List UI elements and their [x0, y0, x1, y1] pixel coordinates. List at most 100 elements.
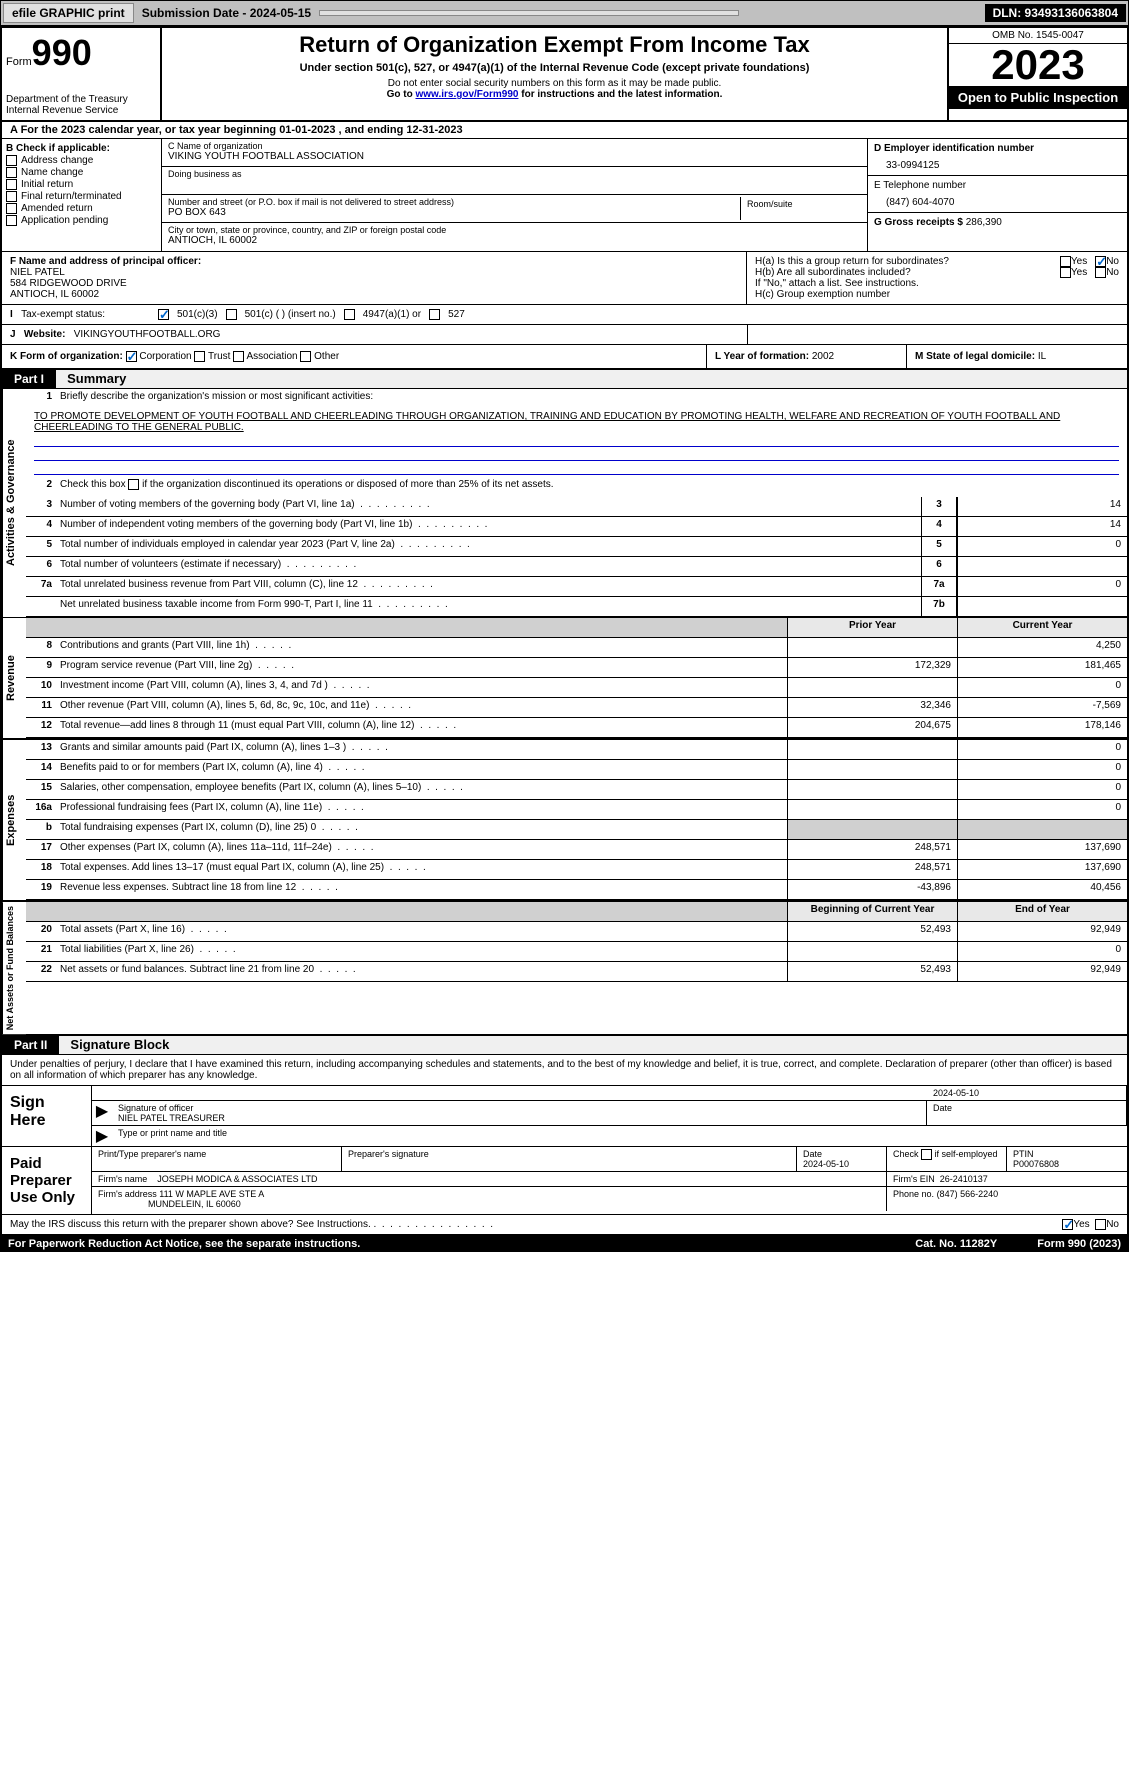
yes-checkbox[interactable]: [1060, 256, 1071, 267]
corp-checkbox[interactable]: [126, 351, 137, 362]
self-emp-checkbox[interactable]: [921, 1149, 932, 1160]
dba-label: Doing business as: [168, 169, 861, 179]
no-label: No: [1106, 1219, 1119, 1230]
501c-checkbox[interactable]: [226, 309, 237, 320]
check-final-return[interactable]: Final return/terminated: [6, 191, 157, 202]
sign-here-label: Sign Here: [2, 1086, 92, 1146]
line-text: Number of independent voting members of …: [56, 517, 921, 536]
checkbox-icon[interactable]: [6, 203, 17, 214]
shaded-cell: [56, 902, 787, 921]
prior-value: 172,329: [787, 658, 957, 677]
h-a-row: H(a) Is this a group return for subordin…: [755, 256, 1119, 267]
check-name-change[interactable]: Name change: [6, 167, 157, 178]
efile-button[interactable]: efile GRAPHIC print: [3, 3, 134, 23]
summary-row: 16a Professional fundraising fees (Part …: [26, 800, 1127, 820]
section-k: K Form of organization: Corporation Trus…: [2, 345, 707, 368]
form-header: Form990 Department of the Treasury Inter…: [2, 28, 1127, 122]
check-app-pending[interactable]: Application pending: [6, 215, 157, 226]
checkbox-icon[interactable]: [6, 167, 17, 178]
addr-label: Number and street (or P.O. box if mail i…: [168, 197, 740, 207]
4947-checkbox[interactable]: [344, 309, 355, 320]
check-amended-return[interactable]: Amended return: [6, 203, 157, 214]
form-number-footer: Form 990 (2023): [1037, 1238, 1121, 1250]
section-b-checks: B Check if applicable: Address change Na…: [2, 139, 162, 251]
open-public-badge: Open to Public Inspection: [949, 86, 1127, 109]
status-i-label: Tax-exempt status:: [21, 309, 105, 320]
current-value: 40,456: [957, 880, 1127, 899]
officer-addr2: ANTIOCH, IL 60002: [10, 289, 738, 300]
phone-value: (847) 604-4070: [874, 191, 1121, 208]
check-b-label: B Check if applicable:: [6, 143, 157, 154]
firm-name-value: JOSEPH MODICA & ASSOCIATES LTD: [157, 1174, 317, 1184]
officer-label: F Name and address of principal officer:: [10, 256, 738, 267]
discuss-row: May the IRS discuss this return with the…: [2, 1215, 1127, 1234]
checkbox-icon[interactable]: [6, 179, 17, 190]
4947-label: 4947(a)(1) or: [363, 309, 421, 320]
current-value: 0: [957, 800, 1127, 819]
form-subtitle: Under section 501(c), 527, or 4947(a)(1)…: [170, 62, 939, 74]
gross-cell: G Gross receipts $ 286,390: [868, 213, 1127, 232]
part2-header-row: Part II Signature Block: [2, 1036, 1127, 1055]
other-checkbox[interactable]: [300, 351, 311, 362]
current-value: 137,690: [957, 860, 1127, 879]
summary-row: 5 Total number of individuals employed i…: [26, 537, 1127, 557]
check-label: Application pending: [21, 215, 108, 226]
trust-checkbox[interactable]: [194, 351, 205, 362]
city-value: ANTIOCH, IL 60002: [168, 235, 861, 246]
section-a-period: A For the 2023 calendar year, or tax yea…: [2, 122, 1127, 139]
check-initial-return[interactable]: Initial return: [6, 179, 157, 190]
ein-value: 33-0994125: [874, 154, 1121, 171]
line-text: Net assets or fund balances. Subtract li…: [56, 962, 787, 981]
discuss-no-checkbox[interactable]: [1095, 1219, 1106, 1230]
checkbox-icon[interactable]: [6, 155, 17, 166]
501c3-checkbox[interactable]: [158, 309, 169, 320]
current-value: 92,949: [957, 922, 1127, 941]
checkbox-icon[interactable]: [6, 215, 17, 226]
sig-date-top: 2024-05-10: [92, 1086, 1127, 1101]
line-text: Other revenue (Part VIII, column (A), li…: [56, 698, 787, 717]
section-j-website: J Website: VIKINGYOUTHFOOTBALL.ORG: [2, 325, 747, 344]
current-value: -7,569: [957, 698, 1127, 717]
mission-value: TO PROMOTE DEVELOPMENT OF YOUTH FOOTBALL…: [34, 411, 1119, 433]
prior-value: 32,346: [787, 698, 957, 717]
line2-text: Check this box if the organization disco…: [56, 477, 1127, 497]
line-text: Total assets (Part X, line 16) . . . . .: [56, 922, 787, 941]
summary-row: 22 Net assets or fund balances. Subtract…: [26, 962, 1127, 982]
discontinued-checkbox[interactable]: [128, 479, 139, 490]
sign-here-row: Sign Here 2024-05-10 ▶ Signature of offi…: [2, 1086, 1127, 1147]
line-text: Grants and similar amounts paid (Part IX…: [56, 740, 787, 759]
prior-value: [787, 800, 957, 819]
line-ref: 7a: [921, 577, 957, 596]
assoc-checkbox[interactable]: [233, 351, 244, 362]
ptin-label: PTIN: [1013, 1149, 1034, 1159]
prep-date-val: 2024-05-10: [803, 1159, 849, 1169]
irs-link[interactable]: www.irs.gov/Form990: [415, 89, 518, 100]
line-text: Revenue less expenses. Subtract line 18 …: [56, 880, 787, 899]
summary-row: Net unrelated business taxable income fr…: [26, 597, 1127, 617]
summary-row: 4 Number of independent voting members o…: [26, 517, 1127, 537]
form-label: Form: [6, 56, 32, 68]
summary-row: 12 Total revenue—add lines 8 through 11 …: [26, 718, 1127, 738]
end-year-header: End of Year: [957, 902, 1127, 921]
discuss-label: May the IRS discuss this return with the…: [10, 1219, 371, 1230]
line-value: [957, 597, 1127, 616]
line-num: 8: [26, 638, 56, 657]
527-label: 527: [448, 309, 465, 320]
checkbox-icon[interactable]: [6, 191, 17, 202]
no-checkbox[interactable]: [1095, 267, 1106, 278]
current-value: 0: [957, 760, 1127, 779]
prior-value: 248,571: [787, 840, 957, 859]
prep-name-label: Print/Type preparer's name: [92, 1147, 342, 1171]
yes-checkbox[interactable]: [1060, 267, 1071, 278]
summary-row: 9 Program service revenue (Part VIII, li…: [26, 658, 1127, 678]
check-label: Amended return: [21, 203, 93, 214]
check-address-change[interactable]: Address change: [6, 155, 157, 166]
527-checkbox[interactable]: [429, 309, 440, 320]
discuss-yes-checkbox[interactable]: [1062, 1219, 1073, 1230]
revenue-content: Prior Year Current Year 8 Contributions …: [26, 618, 1127, 738]
no-checkbox[interactable]: [1095, 256, 1106, 267]
501c-label: 501(c) ( ) (insert no.): [245, 309, 336, 320]
line-ref: 6: [921, 557, 957, 576]
vert-label-expenses: Expenses: [2, 740, 26, 900]
current-value: 0: [957, 740, 1127, 759]
